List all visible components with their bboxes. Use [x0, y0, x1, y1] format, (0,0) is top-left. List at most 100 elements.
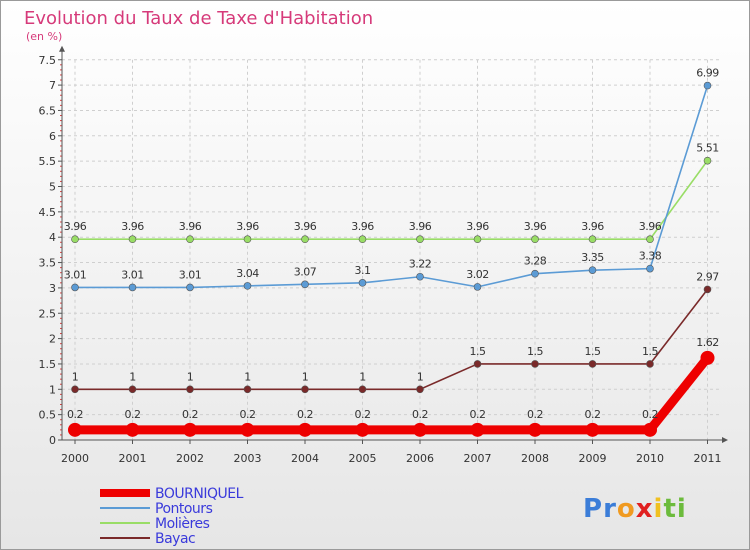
data-point	[703, 81, 712, 90]
data-point	[703, 156, 712, 165]
data-point	[243, 235, 252, 244]
data-point	[700, 350, 715, 365]
data-label: 0.2	[470, 408, 486, 421]
data-label: 3.96	[294, 220, 317, 233]
legend-label: BOURNIQUEL	[155, 486, 244, 502]
y-tick-label: 5.5	[39, 155, 57, 168]
data-point	[71, 283, 79, 292]
data-point	[473, 235, 482, 244]
data-label: 1.5	[585, 345, 601, 358]
data-point	[71, 385, 79, 394]
x-tick-label: 2001	[119, 452, 147, 465]
data-point	[243, 282, 252, 290]
data-label: 1.5	[642, 345, 658, 358]
data-label: 3.07	[294, 265, 317, 278]
data-point	[186, 235, 194, 244]
data-point	[183, 422, 197, 437]
x-tick-label: 2007	[464, 452, 492, 465]
logo-letter: P	[583, 494, 603, 524]
data-point	[470, 422, 485, 437]
data-label: 3.96	[466, 220, 489, 233]
data-label: 1.62	[696, 336, 719, 349]
data-label: 3.96	[236, 220, 259, 233]
data-point	[528, 422, 542, 437]
data-point	[416, 385, 424, 394]
data-label: 3.96	[409, 220, 432, 233]
logo-letter: i	[654, 494, 664, 524]
data-label: 0.2	[182, 408, 198, 421]
data-point	[358, 235, 367, 244]
data-label: 3.96	[179, 220, 202, 233]
logo-text: Proxiti	[583, 494, 687, 524]
data-point	[646, 235, 654, 244]
series-line-bayac	[74, 288, 709, 391]
data-label: 1	[244, 370, 251, 383]
data-label: 0.2	[585, 408, 601, 421]
data-label: 0.2	[412, 408, 428, 421]
data-label: 0.2	[125, 408, 141, 421]
data-point	[531, 360, 539, 368]
x-tick-label: 2000	[61, 452, 89, 465]
data-label: 0.2	[240, 408, 256, 421]
y-tick-label: 4	[49, 231, 56, 244]
series-line-pontours	[74, 84, 709, 289]
y-tick-label: 0	[49, 434, 56, 447]
data-point	[301, 385, 309, 394]
data-label: 2.97	[696, 270, 719, 283]
y-tick-label: 7	[49, 79, 56, 92]
y-axis-arrow	[59, 45, 65, 52]
data-point	[416, 272, 424, 281]
x-tick-label: 2008	[521, 452, 549, 465]
data-label: 1.5	[527, 345, 543, 358]
grid	[62, 59, 722, 441]
data-point	[301, 235, 309, 244]
series-lines	[70, 84, 712, 435]
x-tick-label: 2011	[694, 452, 722, 465]
data-label: 3.22	[409, 258, 432, 271]
data-point	[416, 235, 424, 244]
data-label: 3.01	[179, 268, 202, 281]
chart-title: Evolution du Taux de Taxe d'Habitation	[24, 8, 373, 29]
data-point	[643, 422, 657, 437]
data-label: 1	[187, 370, 194, 383]
data-point	[531, 235, 539, 244]
y-tick-label: 3.5	[39, 257, 57, 270]
proxiti-logo: Proxiti	[583, 494, 687, 524]
chart-subtitle: (en %)	[26, 30, 62, 43]
data-labels: 1 1 1 1 1 1 1 1.5 1.5 1.5 1.5 2.97 3.96 3.96 3.96 3.96 3…	[64, 67, 720, 421]
data-label: 3.28	[524, 255, 547, 268]
y-tick-label: 6	[49, 130, 56, 143]
data-point	[68, 422, 82, 437]
data-point	[71, 235, 79, 244]
x-axis-arrow	[722, 437, 728, 443]
x-tick-label: 2010	[636, 452, 664, 465]
data-label: 3.96	[581, 220, 604, 233]
y-tick-label: 3	[49, 282, 56, 295]
series-line-molières	[74, 159, 709, 241]
data-label: 1	[129, 370, 136, 383]
y-tick-label: 4.5	[39, 206, 57, 219]
x-tick-label: 2009	[579, 452, 607, 465]
data-label: 0.2	[355, 408, 371, 421]
y-tick-label: 2	[49, 333, 56, 346]
y-tick-label: 2.5	[39, 307, 57, 320]
data-point	[358, 279, 367, 287]
data-point	[585, 422, 600, 437]
data-point	[646, 360, 654, 368]
data-point	[128, 385, 137, 394]
data-point	[358, 385, 367, 394]
data-label: 3.04	[236, 267, 259, 280]
data-label: 1	[302, 370, 309, 383]
data-point	[125, 422, 140, 437]
data-point	[588, 266, 597, 274]
data-point	[355, 422, 370, 437]
logo-letter: o	[617, 494, 636, 524]
data-label: 3.35	[581, 251, 604, 264]
data-point	[703, 285, 712, 294]
y-tick-label: 5	[49, 181, 56, 194]
data-point	[413, 422, 427, 437]
y-tick-label: 1.5	[39, 358, 57, 371]
y-tick-label: 1	[49, 383, 56, 396]
x-tick-label: 2004	[291, 452, 319, 465]
